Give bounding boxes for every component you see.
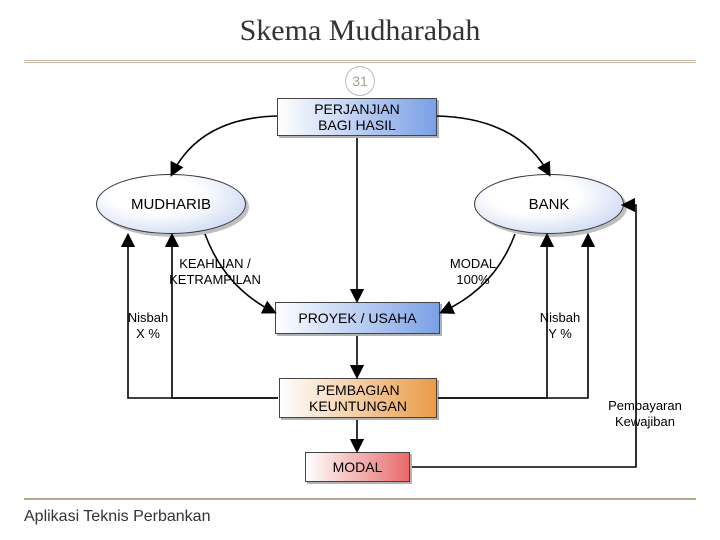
mudharib-ellipse: MUDHARIB [96, 174, 246, 234]
footer-text: Aplikasi Teknis Perbankan [24, 508, 210, 526]
nisbah-y-line2: Y % [548, 326, 572, 341]
edge-perjanjian-mudharib [172, 116, 277, 174]
pembagian-line1: PEMBAGIAN [316, 382, 399, 398]
perjanjian-line2: BAGI HASIL [318, 117, 396, 133]
title-rule-1 [24, 60, 696, 61]
modal-label: MODAL [333, 459, 383, 475]
edge-perjanjian-bank [437, 116, 549, 174]
keahlian-label: KEAHLIAN / KETRAMPILAN [160, 256, 270, 287]
slide-title: Skema Mudharabah [0, 0, 720, 48]
bank-ellipse: BANK [474, 174, 624, 234]
pembayaran-label: Pembayaran Kewajiban [595, 398, 695, 429]
modal100-label: MODAL 100% [438, 256, 508, 287]
nisbah-y-line1: Nisbah [540, 310, 580, 325]
slide-number: 31 [345, 66, 375, 96]
nisbah-x-label: Nisbah X % [118, 310, 178, 341]
pembagian-box: PEMBAGIAN KEUNTUNGAN [279, 378, 437, 418]
perjanjian-box: PERJANJIAN BAGI HASIL [277, 98, 437, 136]
pembagian-line2: KEUNTUNGAN [309, 398, 407, 414]
modal100-line1: MODAL [450, 256, 496, 271]
perjanjian-line1: PERJANJIAN [314, 101, 400, 117]
modal100-line2: 100% [456, 272, 489, 287]
title-rule-2 [24, 62, 696, 63]
keahlian-line2: KETRAMPILAN [169, 272, 261, 287]
bank-label: BANK [529, 196, 570, 213]
nisbah-y-label: Nisbah Y % [530, 310, 590, 341]
pembayaran-line1: Pembayaran [608, 398, 682, 413]
keahlian-line1: KEAHLIAN / [179, 256, 251, 271]
nisbah-x-line1: Nisbah [128, 310, 168, 325]
proyek-label: PROYEK / USAHA [298, 310, 416, 326]
pembayaran-line2: Kewajiban [615, 414, 675, 429]
nisbah-x-line2: X % [136, 326, 160, 341]
proyek-box: PROYEK / USAHA [275, 302, 440, 334]
modal-box: MODAL [305, 452, 410, 482]
footer-rule [24, 498, 696, 500]
mudharib-label: MUDHARIB [131, 196, 211, 213]
